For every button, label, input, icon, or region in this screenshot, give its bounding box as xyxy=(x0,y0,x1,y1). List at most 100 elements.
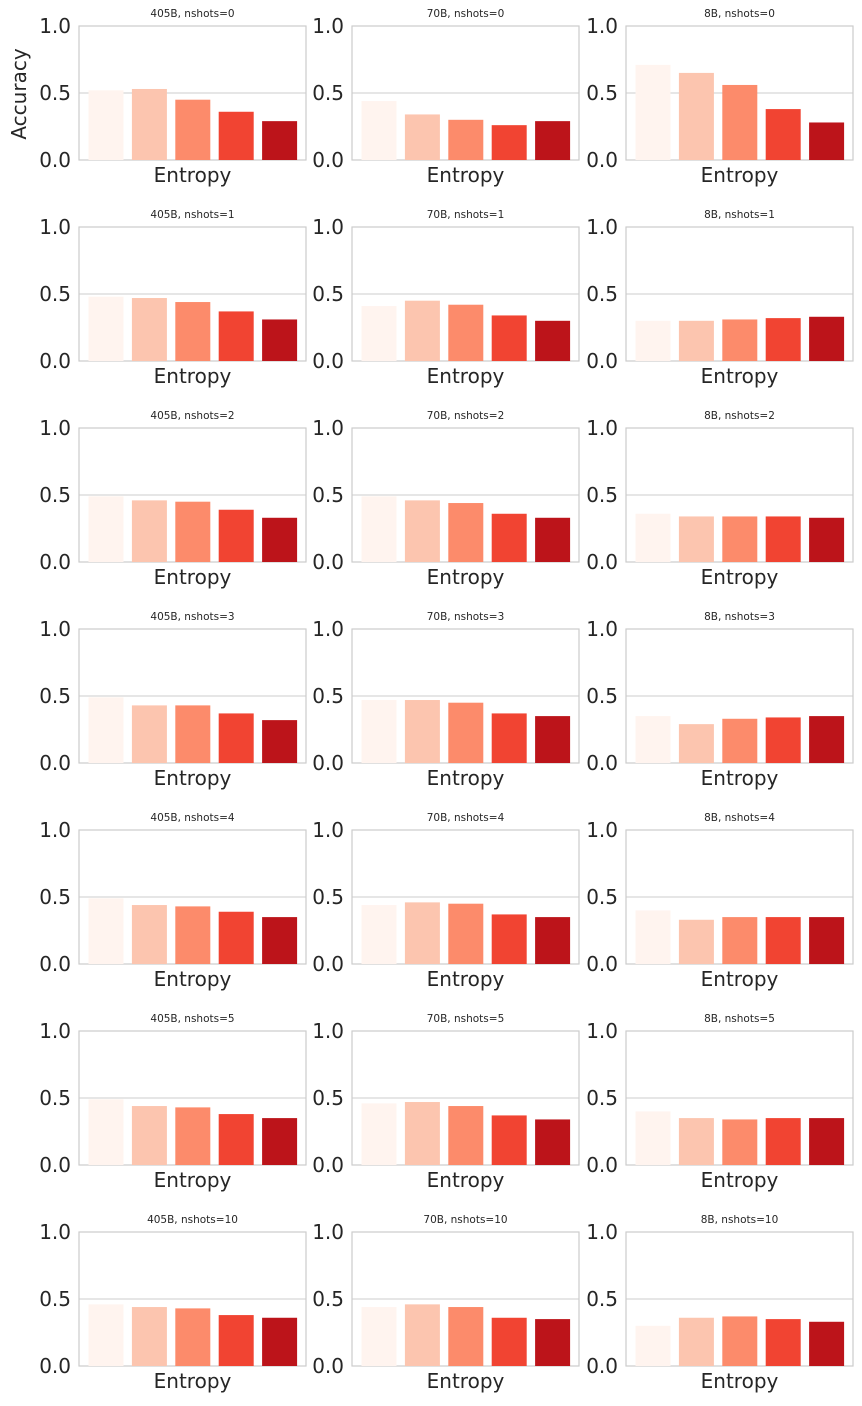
chart-title: 70B, nshots=4 xyxy=(427,812,505,824)
y-tick-label: 0.5 xyxy=(312,885,344,909)
bar xyxy=(88,697,124,763)
y-tick-label: 0.5 xyxy=(586,885,618,909)
bar xyxy=(131,705,167,763)
x-axis-label: Entropy xyxy=(701,1369,779,1393)
y-tick-label: 0.5 xyxy=(39,684,71,708)
y-tick-label: 1.0 xyxy=(39,215,71,239)
bar xyxy=(361,306,397,361)
bar xyxy=(491,1317,527,1366)
bar xyxy=(678,320,714,361)
chart-title: 8B, nshots=2 xyxy=(704,410,775,422)
bar xyxy=(635,1325,671,1366)
chart-title: 405B, nshots=3 xyxy=(150,611,234,623)
bar xyxy=(765,1118,801,1165)
bar xyxy=(88,1099,124,1165)
bar xyxy=(635,513,671,562)
bar xyxy=(535,121,571,160)
bar xyxy=(131,298,167,361)
bar xyxy=(448,304,484,361)
y-tick-label: 0.0 xyxy=(39,952,71,976)
bar xyxy=(491,1115,527,1165)
y-tick-label: 1.0 xyxy=(312,1019,344,1043)
x-axis-label: Entropy xyxy=(427,967,505,991)
y-tick-label: 1.0 xyxy=(586,818,618,842)
y-tick-label: 1.0 xyxy=(39,1019,71,1043)
y-tick-label: 1.0 xyxy=(586,1220,618,1244)
bar xyxy=(722,718,758,763)
bar xyxy=(678,1317,714,1366)
bar xyxy=(448,1307,484,1366)
y-tick-label: 0.5 xyxy=(586,282,618,306)
bar xyxy=(491,914,527,964)
y-tick-label: 0.0 xyxy=(586,550,618,574)
y-tick-label: 1.0 xyxy=(312,818,344,842)
y-tick-label: 0.5 xyxy=(586,483,618,507)
y-tick-label: 0.5 xyxy=(312,1086,344,1110)
x-axis-label: Entropy xyxy=(701,163,779,187)
bar xyxy=(131,88,167,160)
bar xyxy=(765,109,801,160)
y-tick-label: 0.0 xyxy=(586,751,618,775)
bar xyxy=(491,315,527,361)
y-tick-label: 0.5 xyxy=(312,483,344,507)
x-axis-label: Entropy xyxy=(427,1168,505,1192)
x-axis-label: Entropy xyxy=(701,364,779,388)
x-axis-label: Entropy xyxy=(154,163,232,187)
y-tick-label: 1.0 xyxy=(39,1220,71,1244)
bar xyxy=(218,111,254,160)
chart-title: 405B, nshots=10 xyxy=(147,1214,238,1226)
bar xyxy=(678,919,714,964)
x-axis-label: Entropy xyxy=(154,967,232,991)
bar xyxy=(765,1319,801,1366)
bar xyxy=(722,319,758,361)
chart-title: 405B, nshots=5 xyxy=(150,1013,234,1025)
bar xyxy=(448,503,484,562)
bar xyxy=(361,1103,397,1165)
bar xyxy=(635,64,671,160)
x-axis-label: Entropy xyxy=(154,364,232,388)
bar xyxy=(448,119,484,160)
bar xyxy=(262,720,298,763)
chart-title: 8B, nshots=5 xyxy=(704,1013,775,1025)
bar xyxy=(678,72,714,160)
chart-title: 405B, nshots=2 xyxy=(150,410,234,422)
y-tick-label: 1.0 xyxy=(312,416,344,440)
bar xyxy=(88,1304,124,1366)
bar xyxy=(175,906,211,964)
bar xyxy=(175,99,211,160)
y-tick-label: 0.0 xyxy=(586,952,618,976)
bar xyxy=(448,903,484,964)
bar xyxy=(535,917,571,964)
bar xyxy=(678,724,714,763)
x-axis-label: Entropy xyxy=(154,1168,232,1192)
bar xyxy=(491,513,527,562)
bar xyxy=(218,713,254,763)
bar xyxy=(722,917,758,964)
y-tick-label: 0.5 xyxy=(39,1287,71,1311)
bar xyxy=(809,716,845,763)
bar xyxy=(262,319,298,361)
bar xyxy=(175,501,211,562)
bar xyxy=(809,122,845,160)
bar xyxy=(809,1321,845,1366)
y-tick-label: 0.0 xyxy=(312,952,344,976)
bar xyxy=(218,1315,254,1366)
y-tick-label: 0.0 xyxy=(39,349,71,373)
y-tick-label: 0.0 xyxy=(312,148,344,172)
chart-title: 70B, nshots=5 xyxy=(427,1013,505,1025)
y-tick-label: 0.5 xyxy=(312,81,344,105)
bar xyxy=(491,125,527,160)
y-tick-label: 1.0 xyxy=(39,818,71,842)
bar xyxy=(535,1319,571,1366)
bar xyxy=(175,705,211,763)
y-tick-label: 1.0 xyxy=(586,617,618,641)
bar xyxy=(262,917,298,964)
x-axis-label: Entropy xyxy=(154,1369,232,1393)
y-tick-label: 0.0 xyxy=(312,751,344,775)
bar xyxy=(88,296,124,361)
bar xyxy=(809,316,845,361)
bar xyxy=(218,1114,254,1165)
y-tick-label: 0.5 xyxy=(39,1086,71,1110)
y-tick-label: 1.0 xyxy=(39,617,71,641)
